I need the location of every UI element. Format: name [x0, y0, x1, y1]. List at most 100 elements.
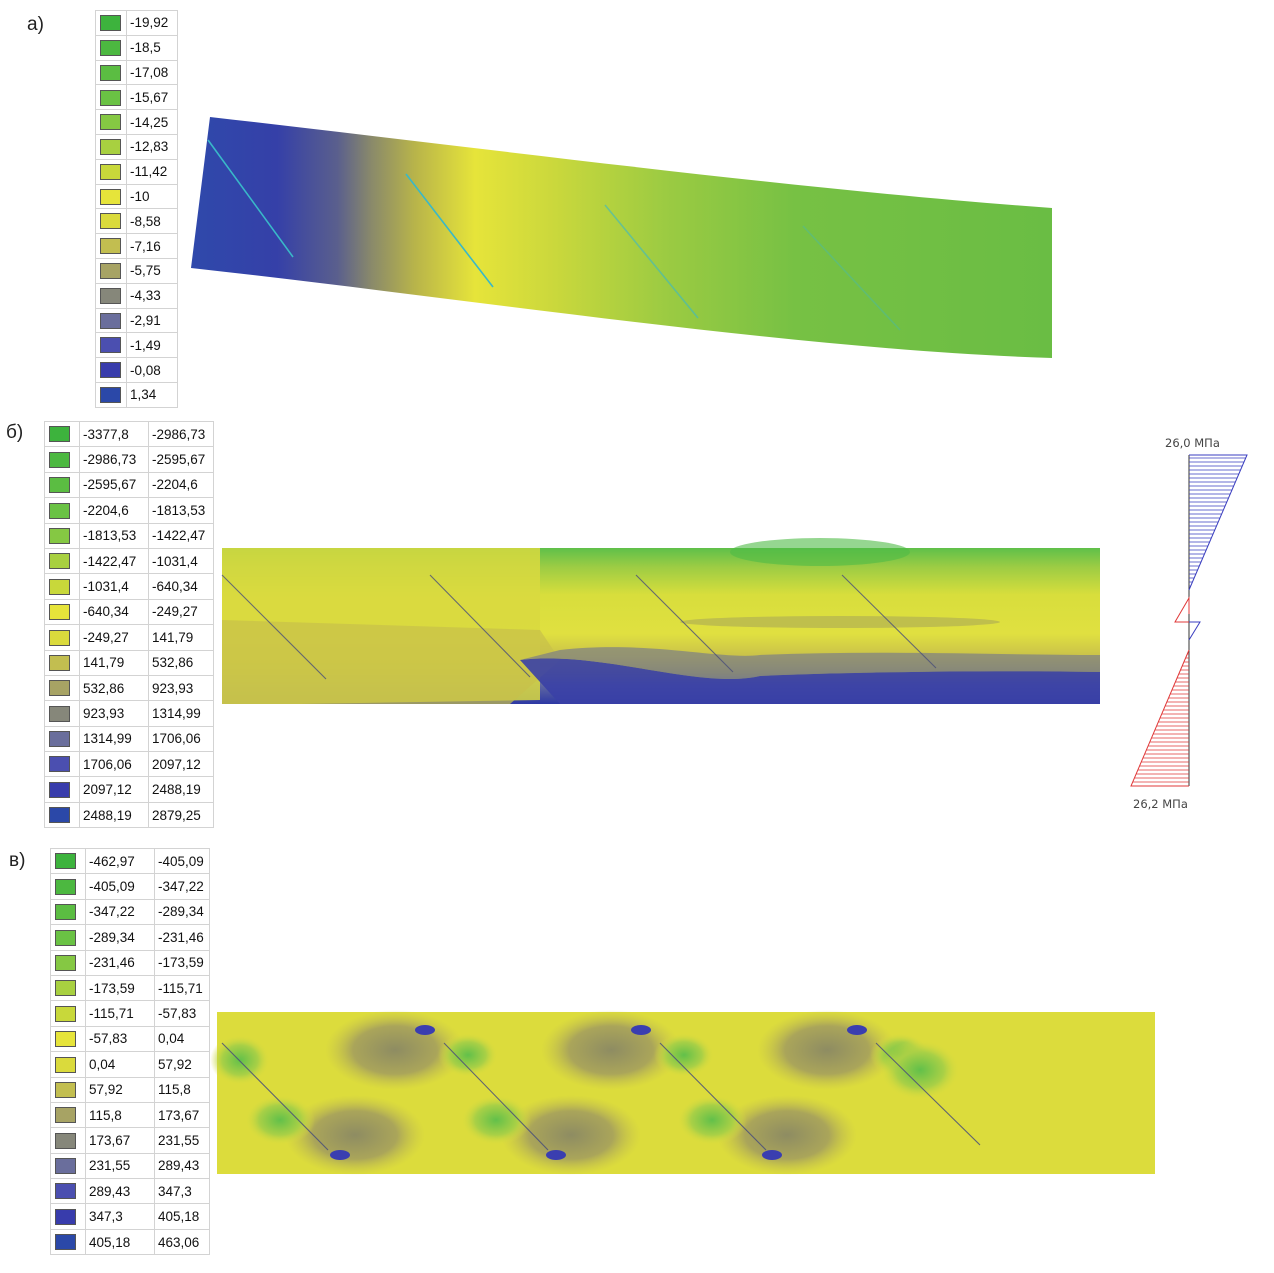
- legend-row: -249,27 141,79: [44, 624, 214, 651]
- legend-row: -57,83 0,04: [50, 1025, 210, 1053]
- legend-row: -19,92: [95, 10, 178, 36]
- legend-swatch: [55, 1158, 76, 1175]
- legend-row: -173,59 -115,71: [50, 974, 210, 1002]
- legend-to: 57,92: [154, 1051, 210, 1078]
- legend-to: 532,86: [148, 649, 214, 676]
- legend-from: -347,22: [85, 898, 155, 926]
- legend-swatch: [49, 705, 70, 722]
- panel-c-reinforcement: [221, 1042, 981, 1151]
- panel-c-label: в): [9, 850, 26, 871]
- panel-b-label: б): [6, 422, 24, 443]
- legend-swatch: [49, 451, 70, 468]
- legend-swatch: [100, 337, 121, 354]
- legend-row: -7,16: [95, 233, 178, 259]
- legend-row: -15,67: [95, 84, 178, 111]
- legend-row: 173,67 231,55: [50, 1127, 210, 1154]
- legend-swatch: [49, 807, 70, 824]
- legend-from: -2204,6: [79, 497, 149, 524]
- legend-value: 1,34: [126, 381, 178, 408]
- legend-to: 463,06: [154, 1228, 210, 1256]
- diagram-bottom-label: 26,2 МПа: [1133, 797, 1188, 811]
- shear-zone-bottom: [285, 1095, 425, 1175]
- legend-swatch: [55, 878, 76, 895]
- legend-row: 347,3 405,18: [50, 1203, 210, 1230]
- legend-row: -14,25: [95, 109, 178, 135]
- shear-zone-bottom: [501, 1095, 641, 1175]
- legend-b: -3377,8 -2986,73 -2986,73 -2595,67 -2595,67-…: [44, 420, 214, 829]
- shear-peak: [546, 1150, 566, 1160]
- legend-row: -405,09 -347,22: [50, 873, 210, 900]
- legend-row: -4,33: [95, 282, 178, 309]
- legend-value: -14,25: [126, 109, 178, 135]
- legend-row: -17,08: [95, 59, 178, 86]
- legend-swatch: [49, 477, 70, 494]
- legend-swatch: [49, 527, 70, 544]
- legend-from: 0,04: [85, 1051, 155, 1078]
- legend-swatch: [100, 64, 121, 81]
- legend-to: 231,55: [154, 1127, 210, 1154]
- shear-zone-green: [654, 1033, 714, 1077]
- legend-row: -231,46 -173,59: [50, 949, 210, 976]
- legend-to: -347,22: [154, 873, 210, 900]
- legend-from: 405,18: [85, 1228, 155, 1256]
- shear-zone-green: [438, 1033, 498, 1077]
- legend-from: -1422,47: [79, 547, 149, 575]
- legend-to: 1314,99: [148, 700, 214, 727]
- legend-row: -1813,53 -1422,47: [44, 522, 214, 549]
- legend-row: 923,93 1314,99: [44, 700, 214, 727]
- legend-to: 347,3: [154, 1178, 210, 1205]
- legend-row: -1422,47 -1031,4: [44, 547, 214, 575]
- legend-to: -640,34: [148, 573, 214, 600]
- shear-zone-green: [880, 1040, 960, 1100]
- panel-b-reinforcement: [221, 574, 937, 680]
- shear-peak: [415, 1025, 435, 1035]
- legend-value: -17,08: [126, 59, 178, 86]
- legend-to: -231,46: [154, 924, 210, 951]
- legend-a: -19,92 -18,5 -17,08 -15,67 -14,25 -12,83 -11,4…: [95, 10, 178, 408]
- legend-from: 173,67: [85, 1127, 155, 1154]
- legend-row: -1031,4 -640,34: [44, 573, 214, 600]
- legend-to: -57,83: [154, 1000, 210, 1027]
- legend-from: -1813,53: [79, 522, 149, 549]
- legend-swatch: [100, 15, 121, 32]
- compression-hatching: [1189, 457, 1246, 587]
- legend-swatch: [55, 1031, 76, 1048]
- legend-to: 289,43: [154, 1152, 210, 1180]
- legend-value: -7,16: [126, 233, 178, 259]
- legend-row: 289,43 347,3: [50, 1178, 210, 1205]
- legend-row: -2595,67 -2204,6: [44, 471, 214, 499]
- panel-a-label: а): [27, 14, 44, 35]
- legend-row: -462,97 -405,09: [50, 847, 210, 875]
- shear-peak: [847, 1025, 867, 1035]
- shear-zone-green: [677, 1095, 747, 1145]
- legend-to: -2986,73: [148, 420, 214, 448]
- legend-from: 2488,19: [79, 801, 149, 829]
- legend-swatch: [49, 502, 70, 519]
- legend-swatch: [100, 387, 121, 404]
- legend-row: 1,34: [95, 381, 178, 408]
- legend-row: -8,58: [95, 208, 178, 235]
- legend-swatch: [55, 954, 76, 971]
- legend-from: -173,59: [85, 974, 155, 1002]
- legend-swatch: [49, 578, 70, 595]
- legend-to: -173,59: [154, 949, 210, 976]
- legend-swatch: [100, 263, 121, 280]
- legend-swatch: [100, 163, 121, 180]
- shear-zone-bottom: [717, 1095, 857, 1175]
- legend-to: -249,27: [148, 598, 214, 626]
- legend-swatch: [55, 1183, 76, 1200]
- legend-to: 0,04: [154, 1025, 210, 1053]
- legend-value: -5,75: [126, 257, 178, 284]
- legend-swatch: [100, 39, 121, 56]
- shear-peak: [631, 1025, 651, 1035]
- legend-swatch: [100, 89, 121, 106]
- legend-row: 1706,06 2097,12: [44, 751, 214, 778]
- legend-swatch: [55, 1208, 76, 1225]
- legend-swatch: [49, 654, 70, 671]
- legend-from: 141,79: [79, 649, 149, 676]
- legend-from: -57,83: [85, 1025, 155, 1053]
- legend-row: 141,79 532,86: [44, 649, 214, 676]
- legend-swatch: [49, 426, 70, 443]
- legend-to: 923,93: [148, 674, 214, 702]
